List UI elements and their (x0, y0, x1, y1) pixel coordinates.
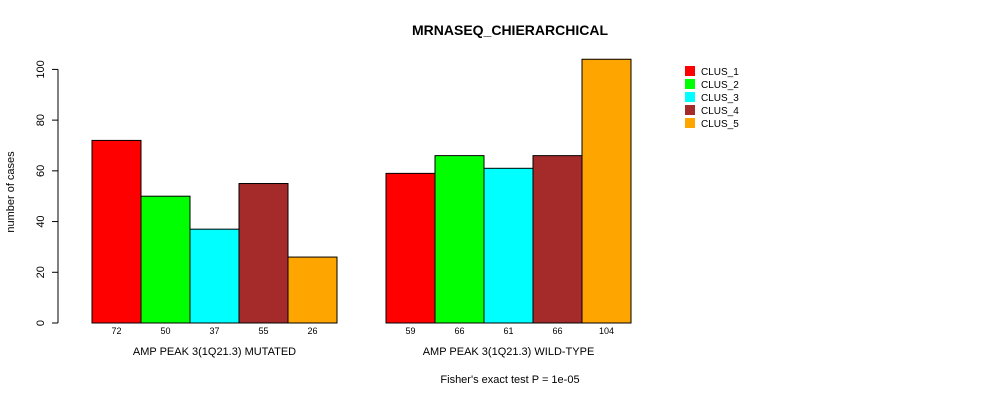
bar (385, 172, 436, 324)
legend-swatch (685, 79, 695, 89)
y-axis-label: number of cases (5, 151, 17, 233)
legend-swatch (685, 118, 695, 128)
chart-title: MRNASEQ_CHIERARCHICAL (412, 22, 608, 38)
group-label: AMP PEAK 3(1Q21.3) MUTATED (133, 346, 296, 358)
y-tick-label: 100 (35, 60, 47, 78)
bar (434, 155, 485, 324)
legend-swatch (685, 105, 695, 115)
legend-label: CLUS_3 (701, 93, 739, 104)
y-tick-label: 20 (35, 266, 47, 278)
legend-label: CLUS_2 (701, 80, 739, 91)
legend-label: CLUS_1 (701, 67, 739, 78)
bar-value-label: 104 (599, 326, 614, 336)
bar-value-label: 66 (552, 326, 562, 336)
bar-value-label: 26 (307, 326, 317, 336)
bar-value-label: 66 (454, 326, 464, 336)
bar-value-label: 50 (160, 326, 170, 336)
y-tick-label: 80 (35, 114, 47, 126)
legend-swatch (685, 66, 695, 76)
y-tick-label: 60 (35, 165, 47, 177)
bar (189, 228, 240, 324)
group-label: AMP PEAK 3(1Q21.3) WILD-TYPE (423, 346, 595, 358)
legend-swatch (685, 92, 695, 102)
bar (140, 195, 191, 324)
legend-label: CLUS_4 (701, 106, 739, 117)
bar-value-label: 59 (405, 326, 415, 336)
bar (91, 139, 142, 324)
bar-value-label: 61 (503, 326, 513, 336)
y-tick-label: 40 (35, 215, 47, 227)
bar (581, 58, 632, 324)
legend-label: CLUS_5 (701, 119, 739, 130)
bar (483, 167, 534, 324)
bars: 72 50 37 55 26 AMP PEAK 3(1Q21.3) MUTATED 59 66… (91, 58, 632, 358)
y-axis: 0 20 40 60 80 100 (35, 60, 59, 326)
bar-value-label: 37 (209, 326, 219, 336)
bar (238, 183, 289, 324)
bar (532, 155, 583, 324)
bar-value-label: 55 (258, 326, 268, 336)
footnote: Fisher's exact test P = 1e-05 (440, 374, 579, 386)
bar (287, 256, 338, 324)
bar-value-label: 72 (111, 326, 121, 336)
y-tick-label: 0 (35, 320, 47, 326)
legend: CLUS_1 CLUS_2 CLUS_3 CLUS_4 CLUS_5 (685, 66, 739, 130)
